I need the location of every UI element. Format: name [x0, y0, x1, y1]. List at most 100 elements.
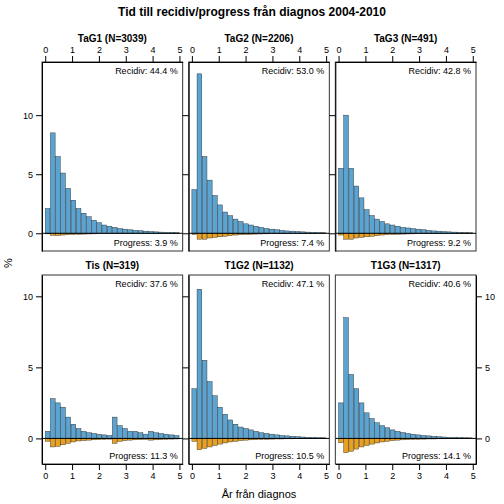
- y-tick-label: 10: [485, 292, 495, 302]
- y-axis-line: [335, 63, 336, 252]
- bar: [359, 403, 364, 439]
- x-tick: 5: [177, 45, 182, 62]
- bar: [223, 438, 228, 443]
- bar: [385, 428, 390, 439]
- bar: [238, 221, 243, 233]
- y-tick: 10: [23, 111, 42, 121]
- y-axis-line: [476, 276, 477, 465]
- bar: [81, 431, 86, 438]
- y-tick-mark: [183, 115, 189, 116]
- bar: [370, 438, 375, 444]
- bar: [154, 433, 159, 439]
- x-axis-line: [336, 464, 477, 465]
- y-tick: [183, 367, 189, 368]
- x-tick-label: 5: [177, 471, 182, 481]
- bar: [370, 419, 375, 439]
- bar: [249, 225, 254, 233]
- x-tick-label: 2: [390, 45, 395, 55]
- bar: [92, 433, 97, 438]
- y-tick-mark: [476, 296, 482, 297]
- y-axis-line: [189, 63, 190, 252]
- y-tick-mark: [36, 367, 42, 368]
- y-tick-label: 5: [485, 363, 490, 373]
- bar: [416, 229, 421, 233]
- bar: [128, 431, 133, 438]
- bar: [354, 389, 359, 439]
- bar: [197, 289, 202, 438]
- x-tick-mark: [419, 56, 420, 62]
- bar: [159, 433, 164, 438]
- bar: [164, 434, 169, 438]
- bar: [218, 205, 223, 233]
- y-tick-label: 5: [28, 363, 33, 373]
- y-tick-mark: [183, 233, 189, 234]
- y-tick-mark: [329, 174, 335, 175]
- bar: [112, 417, 117, 438]
- x-tick: 3: [124, 45, 129, 62]
- bar: [359, 233, 364, 237]
- x-tick-mark: [219, 56, 220, 62]
- x-tick: 5: [324, 45, 329, 62]
- panel-title: T1G3 (N=1317): [371, 260, 441, 271]
- bar: [354, 233, 359, 238]
- x-tick: 1: [363, 464, 368, 481]
- bar: [264, 229, 269, 234]
- bar: [207, 438, 212, 447]
- bar: [254, 431, 259, 438]
- x-tick-mark: [153, 56, 154, 62]
- bars: [335, 115, 476, 239]
- x-axis-line: [189, 464, 330, 465]
- bar: [259, 433, 264, 439]
- x-tick-mark: [272, 464, 273, 470]
- x-tick-mark: [365, 56, 366, 62]
- bar: [349, 438, 354, 451]
- x-tick: 3: [270, 464, 275, 481]
- bar: [401, 227, 406, 233]
- y-tick-label: 10: [23, 292, 33, 302]
- bar: [202, 233, 207, 239]
- bar: [395, 226, 400, 233]
- x-tick: 2: [97, 45, 102, 62]
- bar: [354, 186, 359, 233]
- bar: [92, 220, 97, 233]
- y-tick: 0: [28, 434, 42, 444]
- panel-title: TaG1 (N=3039): [78, 33, 147, 44]
- plot-frame: [42, 275, 183, 464]
- bar: [66, 417, 71, 438]
- bar: [66, 438, 71, 443]
- bar: [61, 173, 66, 233]
- title: Tid till recidiv/progress från diagnos 2…: [118, 5, 386, 19]
- plot-frame: [189, 62, 330, 251]
- bar: [269, 229, 274, 233]
- x-tick: 4: [151, 464, 156, 481]
- x-tick-mark: [45, 464, 46, 470]
- x-tick-label: 4: [444, 471, 449, 481]
- x-tick-label: 3: [124, 471, 129, 481]
- y-tick: 10: [476, 292, 495, 302]
- x-tick-label: 3: [417, 471, 422, 481]
- bar: [207, 180, 212, 233]
- bar: [244, 428, 249, 438]
- bar: [71, 438, 76, 442]
- x-tick: 5: [471, 45, 476, 62]
- bar: [228, 216, 233, 234]
- bars: [189, 74, 330, 239]
- panel: 0123450510Tis (N=319)Recidiv: 37.6 %Prog…: [23, 260, 183, 481]
- bars: [335, 318, 476, 453]
- x-tick-mark: [246, 56, 247, 62]
- y-tick-mark: [183, 438, 189, 439]
- bar: [344, 233, 349, 239]
- x-axis: 012345: [336, 45, 477, 63]
- x-tick: 0: [190, 45, 195, 62]
- x-tick-mark: [419, 464, 420, 470]
- x-tick-mark: [179, 56, 180, 62]
- y-tick-label: 10: [23, 111, 33, 121]
- bar: [359, 438, 364, 447]
- bar: [81, 213, 86, 233]
- x-tick: 2: [244, 464, 249, 481]
- bar: [228, 438, 233, 442]
- bar: [274, 230, 279, 234]
- panel: 012345TaG3 (N=491)Recidiv: 42.8 %Progres…: [329, 33, 476, 252]
- bar: [102, 435, 107, 439]
- x-tick-mark: [153, 464, 154, 470]
